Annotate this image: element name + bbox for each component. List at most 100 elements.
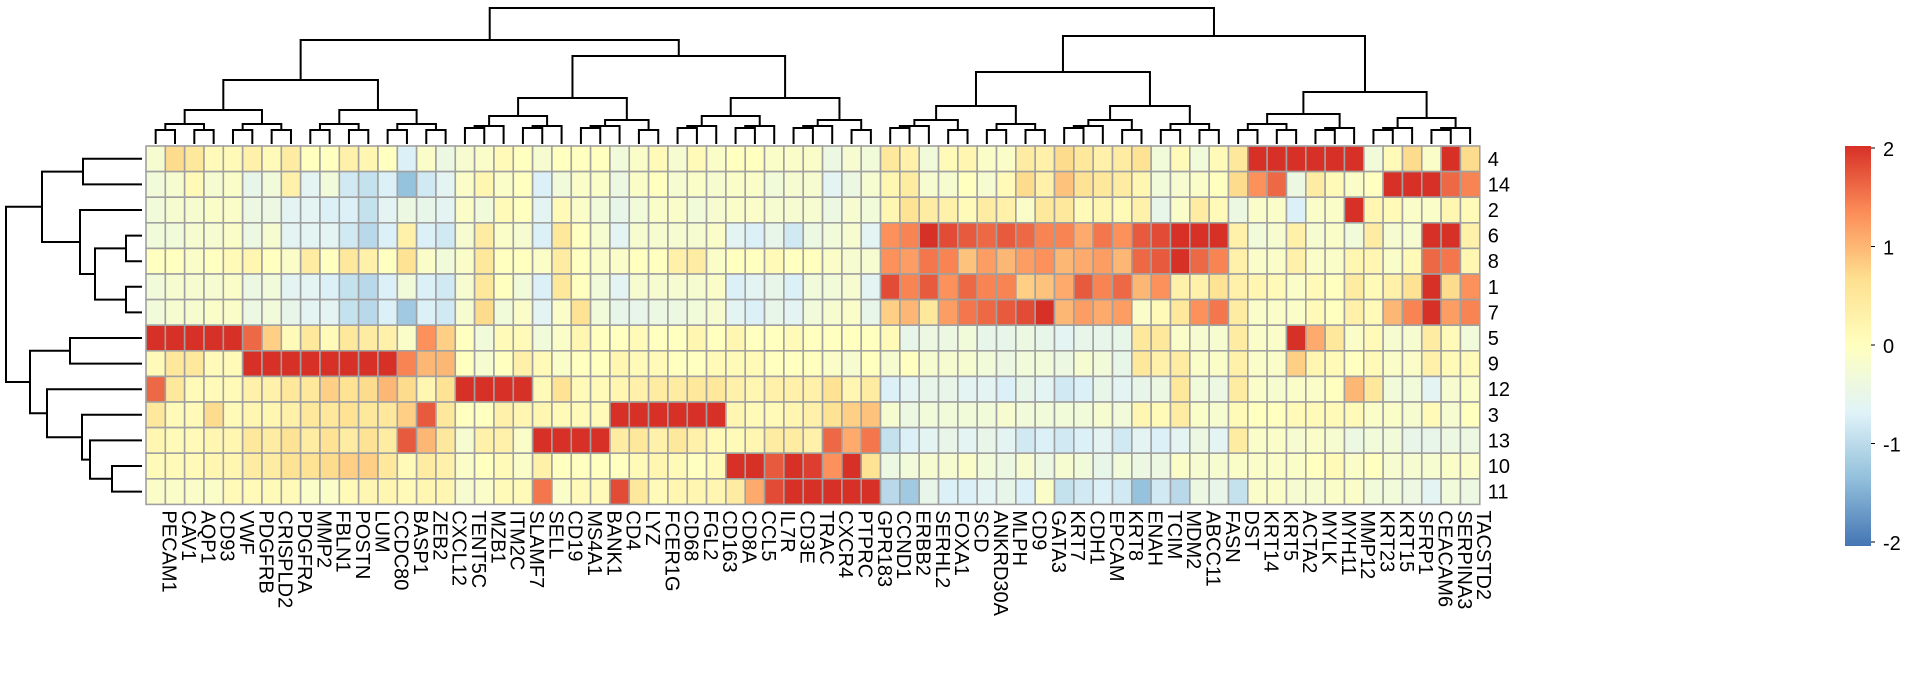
heatmap-cell-2-KRT5 — [1266, 196, 1288, 224]
heatmap-cell-9-SERPINA3 — [1440, 349, 1462, 378]
heatmap-cell-6-MMP12 — [1343, 222, 1365, 250]
heatmap-cell-2-LUM — [357, 196, 379, 224]
heatmap-cell-5-FOXA1 — [937, 324, 959, 352]
heatmap-cell-14-MYLK — [1305, 170, 1326, 199]
heatmap-cell-4-IL7R — [763, 145, 785, 173]
heatmap-cell-8-KRT8 — [1111, 247, 1133, 275]
heatmap-cell-8-TACSTD2 — [1459, 247, 1481, 275]
heatmap-cell-10-VWF — [222, 452, 244, 480]
heatmap-cell-8-MDM2 — [1169, 247, 1191, 275]
heatmap-cell-8-CXCR4 — [821, 247, 843, 275]
column-label: CD68 — [680, 510, 702, 561]
heatmap-cell-1-LYZ — [628, 273, 650, 301]
heatmap-cell-11-CD68 — [667, 477, 689, 506]
heatmap-cell-2-MYH11 — [1324, 196, 1346, 224]
dendrogram-branch — [947, 129, 969, 144]
heatmap-cell-2-CAV1 — [164, 196, 186, 224]
column-label: SERPINA3 — [1453, 510, 1475, 609]
heatmap-cell-10-MMP12 — [1343, 452, 1365, 480]
heatmap-cell-6-BANK1 — [589, 222, 611, 250]
heatmap-cell-6-MLPH — [995, 222, 1017, 250]
heatmap-cell-1-CXCL12 — [435, 273, 457, 301]
dendrogram-branch — [111, 465, 142, 493]
heatmap-cell-1-ABCC11 — [1189, 273, 1210, 301]
heatmap-cell-7-KRT14 — [1247, 298, 1268, 327]
heatmap-cell-12-MDM2 — [1169, 375, 1191, 403]
heatmap-cell-13-CRISPLD2 — [261, 426, 283, 455]
heatmap-cell-11-TACSTD2 — [1459, 477, 1481, 506]
heatmap-cell-1-FGL2 — [686, 273, 708, 301]
heatmap-cell-8-MZB1 — [473, 247, 495, 275]
heatmap-cell-2-CCDC80 — [377, 196, 399, 224]
heatmap-cell-5-ZEB2 — [415, 324, 437, 352]
heatmap-cell-8-CD9 — [1015, 247, 1036, 275]
heatmap-cell-8-CCND1 — [879, 247, 901, 275]
heatmap-cell-4-SLAMF7 — [512, 145, 534, 173]
dendrogram-branch — [89, 439, 142, 480]
heatmap-cell-4-AQP1 — [183, 145, 205, 173]
heatmap-cell-1-ERBB2 — [899, 273, 920, 301]
heatmap-cell-1-CD19 — [551, 273, 573, 301]
heatmap-cell-1-MS4A1 — [570, 273, 592, 301]
heatmap-cell-6-LUM — [357, 222, 379, 250]
heatmap-cell-13-CAV1 — [164, 426, 186, 455]
heatmap-cell-9-MS4A1 — [570, 349, 592, 378]
heatmap-cell-12-LUM — [357, 375, 379, 403]
heatmap-cell-8-CD4 — [609, 247, 631, 275]
heatmap-cell-5-KRT15 — [1382, 324, 1404, 352]
heatmap-cell-14-SLAMF7 — [512, 170, 534, 199]
heatmap-cell-1-ENAH — [1131, 273, 1152, 301]
heatmap-cell-4-MS4A1 — [570, 145, 592, 173]
heatmap-cell-8-KRT14 — [1247, 247, 1268, 275]
heatmap-cell-12-ZEB2 — [415, 375, 437, 403]
heatmap-cell-5-FBLN1 — [319, 324, 341, 352]
heatmap-cell-1-FCER1G — [647, 273, 669, 301]
heatmap-cell-7-CXCR4 — [821, 298, 843, 327]
heatmap-cell-6-CXCR4 — [821, 222, 843, 250]
heatmap-cell-12-VWF — [222, 375, 244, 403]
heatmap-cell-6-MMP2 — [299, 222, 321, 250]
column-label: CD93 — [216, 510, 238, 561]
heatmap-cell-2-BANK1 — [589, 196, 611, 224]
heatmap-cell-5-CDH1 — [1073, 324, 1094, 352]
heatmap-cell-7-FCER1G — [647, 298, 669, 327]
heatmap-cell-9-SFRP1 — [1401, 349, 1423, 378]
heatmap-cell-10-ACTA2 — [1285, 452, 1307, 480]
heatmap-cell-9-FCER1G — [647, 349, 669, 378]
dendrogram-branch — [521, 127, 544, 144]
heatmap-cell-6-CCND1 — [879, 222, 901, 250]
heatmap-cell-4-ENAH — [1131, 145, 1152, 173]
heatmap-cell-9-CCL5 — [744, 349, 766, 378]
heatmap-cell-6-KRT7 — [1053, 222, 1075, 250]
legend-tick-label: 0 — [1883, 336, 1894, 358]
heatmap-cell-12-CD19 — [551, 375, 573, 403]
heatmap-cell-9-SLAMF7 — [512, 349, 534, 378]
heatmap-cell-12-CEACAM6 — [1420, 375, 1442, 403]
heatmap-cell-9-LUM — [357, 349, 379, 378]
heatmap-cell-12-AQP1 — [183, 375, 205, 403]
heatmap-cell-12-MMP2 — [299, 375, 321, 403]
heatmap-cell-10-CXCR4 — [821, 452, 843, 480]
heatmap-cell-13-SLAMF7 — [512, 426, 534, 455]
heatmap-cell-5-CD93 — [203, 324, 225, 352]
heatmap-cell-5-IL7R — [763, 324, 785, 352]
heatmap-cell-7-CCDC80 — [377, 298, 399, 327]
heatmap-cell-2-FBLN1 — [319, 196, 341, 224]
dendrogram-branch — [676, 127, 698, 144]
dendrogram-branch — [700, 115, 761, 126]
heatmap-cell-12-MMP12 — [1343, 375, 1365, 403]
heatmap-cell-14-CD68 — [667, 170, 689, 199]
heatmap-cell-1-TCIM — [1150, 273, 1172, 301]
heatmap-cell-1-SERPINA3 — [1440, 273, 1462, 301]
heatmap-cell-9-ENAH — [1131, 349, 1152, 378]
heatmap-cell-9-KRT15 — [1382, 349, 1404, 378]
heatmap-cell-14-BANK1 — [589, 170, 611, 199]
heatmap-cell-7-TCIM — [1150, 298, 1172, 327]
heatmap-cell-3-SERHL2 — [918, 401, 940, 429]
heatmap-cell-5-TENT5C — [454, 324, 476, 352]
column-label: MYH11 — [1337, 510, 1359, 575]
heatmap-cell-11-CRISPLD2 — [261, 477, 283, 506]
heatmap-cell-10-MZB1 — [473, 452, 495, 480]
heatmap-cell-2-ACTA2 — [1285, 196, 1307, 224]
heatmap-cell-3-TENT5C — [454, 401, 476, 429]
